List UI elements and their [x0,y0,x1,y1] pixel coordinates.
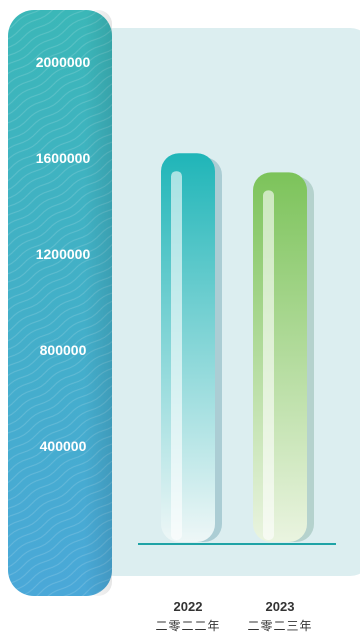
y-axis-ticks: 400000 800000 1200000 1600000 2000000 [36,54,91,454]
y-tick-label: 1600000 [36,150,91,166]
x-category-sublabel: 二零二二年 [155,619,220,633]
x-axis-labels: 2022 二零二二年 2023 二零二三年 [155,599,312,633]
x-category-sublabel: 二零二三年 [247,619,312,633]
bar-highlight [263,190,274,540]
y-tick-label: 1200000 [36,246,91,262]
x-category-label: 2023 [266,599,295,614]
plot-panel [92,28,360,576]
bars [161,153,314,542]
y-tick-label: 2000000 [36,54,91,70]
y-tick-label: 400000 [40,438,87,454]
bar-2023 [253,172,307,542]
y-tick-label: 800000 [40,342,87,358]
bar-highlight [171,171,182,540]
bar-2022 [161,153,215,542]
x-category-label: 2022 [174,599,203,614]
y-axis-strip-shade [84,10,112,596]
